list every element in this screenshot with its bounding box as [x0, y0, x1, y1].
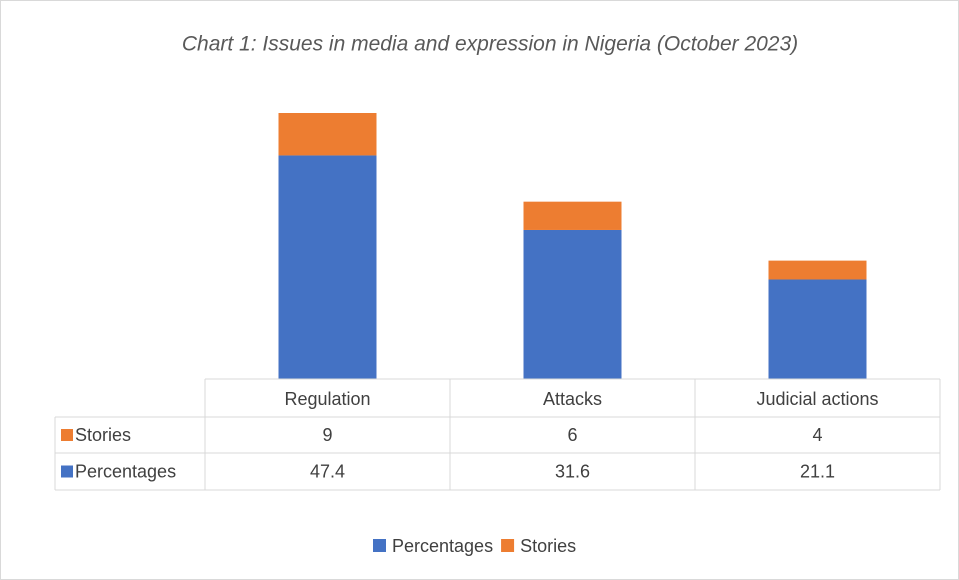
- x-tick-label: Judicial actions: [756, 389, 878, 409]
- bar-segment: [768, 279, 867, 379]
- legend-label: Stories: [520, 536, 576, 556]
- table-row-label: Stories: [75, 425, 131, 445]
- x-tick-label: Attacks: [543, 389, 602, 409]
- table-legend-key: [61, 429, 73, 441]
- legend-key: [501, 539, 515, 552]
- x-tick-label: Regulation: [284, 389, 370, 409]
- legend-key: [373, 539, 386, 552]
- bar-segment: [278, 155, 377, 379]
- legend-label: Percentages: [392, 536, 493, 556]
- bar-segment: [768, 260, 867, 280]
- bar-segment: [523, 229, 622, 379]
- table-value: 47.4: [310, 461, 345, 481]
- table-row-label: Percentages: [75, 461, 176, 481]
- table-value: 9: [322, 425, 332, 445]
- bar-segment: [523, 201, 622, 230]
- table-value: 4: [812, 425, 822, 445]
- bar-segment: [278, 113, 377, 156]
- chart-title: Chart 1: Issues in media and expression …: [182, 33, 798, 56]
- table-legend-key: [61, 465, 73, 478]
- table-value: 21.1: [800, 461, 835, 481]
- table-value: 6: [567, 425, 577, 445]
- table-value: 31.6: [555, 461, 590, 481]
